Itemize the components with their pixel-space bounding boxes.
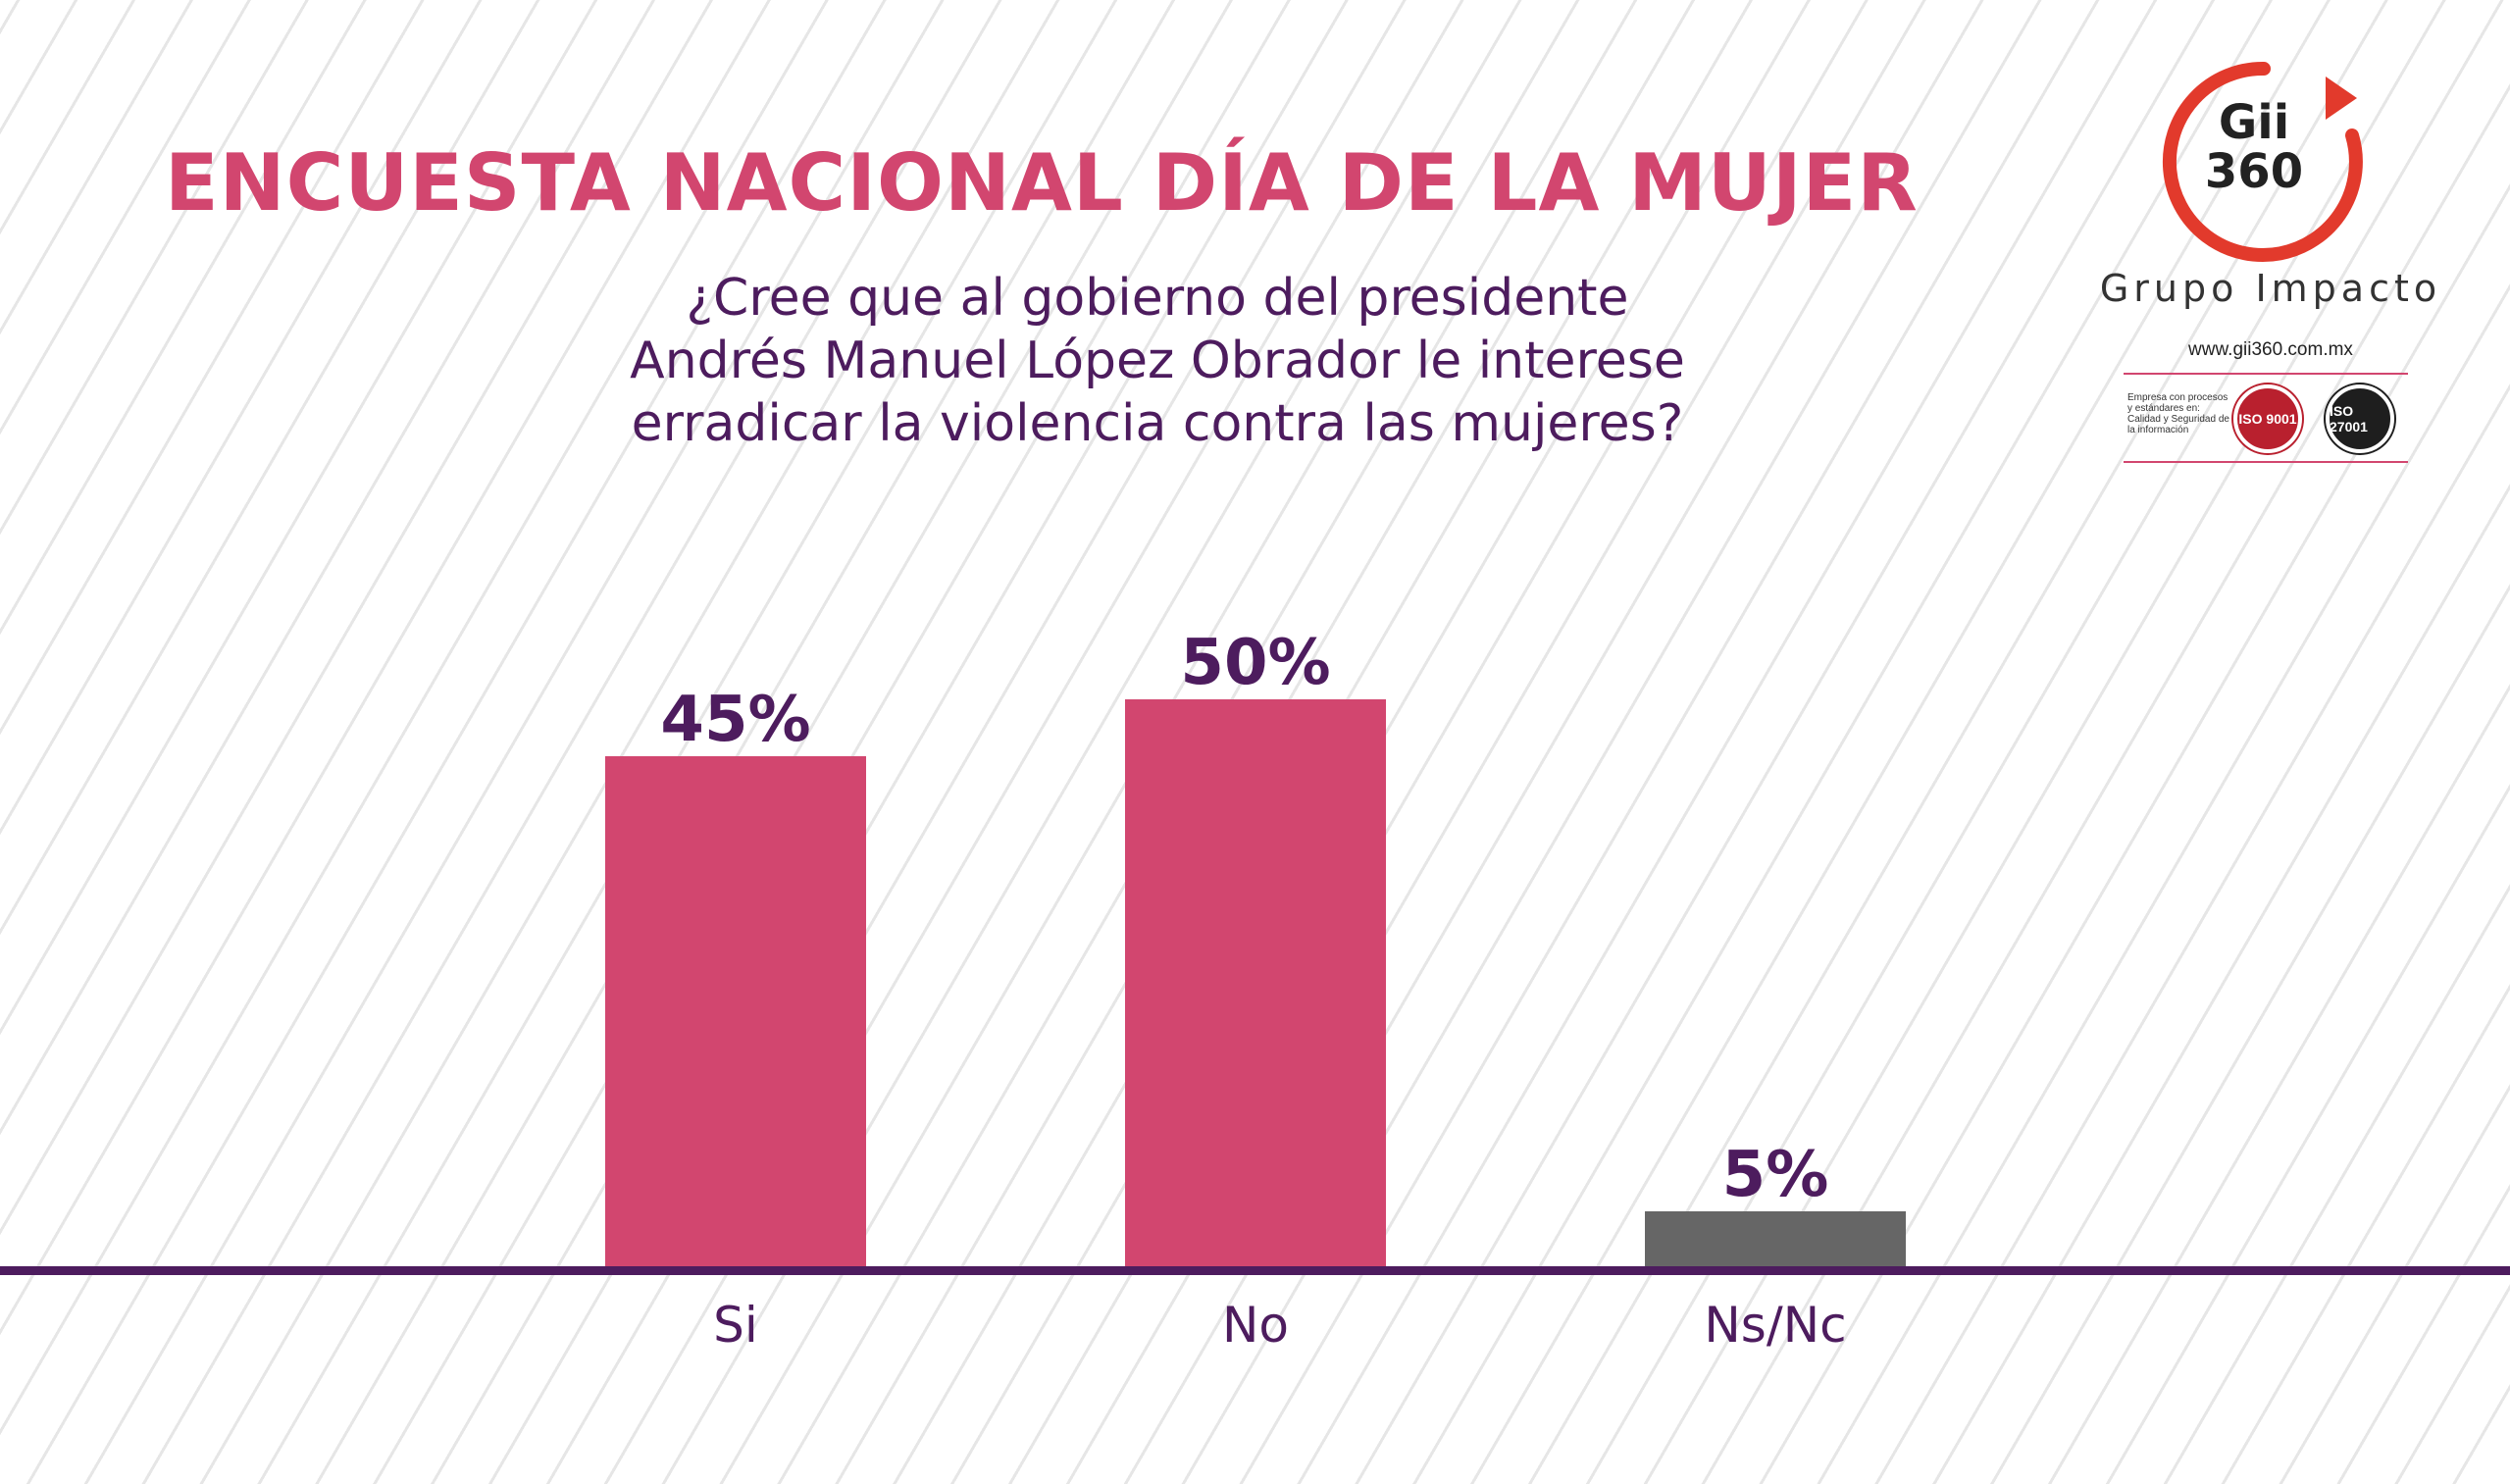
data-label-2: 5% — [1722, 1139, 1829, 1211]
question-line-2: Andrés Manuel López Obrador le interese — [630, 332, 1685, 390]
logo-mark-line-2: 360 — [2204, 144, 2304, 199]
company-logo: Gii 360 Grupo Impacto www.gii360.com.mx … — [2065, 49, 2477, 471]
iso-27001-seal: ISO 27001 — [2326, 384, 2394, 453]
category-label-2: Ns/Nc — [1704, 1297, 1846, 1354]
chart-title: ENCUESTA NACIONAL DÍA DE LA MUJER — [165, 137, 1919, 229]
category-label-0: Si — [713, 1297, 758, 1354]
question-line-3: erradicar la violencia contra las mujere… — [631, 394, 1684, 453]
survey-question: ¿Cree que al gobierno del presidente And… — [422, 267, 1893, 455]
logo-url: www.gii360.com.mx — [2188, 339, 2353, 360]
iso-9001-seal: ISO 9001 — [2233, 384, 2302, 453]
question-line-1: ¿Cree que al gobierno del presidente — [686, 269, 1629, 328]
logo-mark-line-1: Gii — [2218, 95, 2290, 150]
refresh-ring-icon — [2162, 61, 2363, 262]
x-axis-line — [0, 1266, 2510, 1275]
certification-text: Empresa con procesos y estándares en: Ca… — [2127, 392, 2229, 435]
category-label-1: No — [1222, 1297, 1289, 1354]
logo-company-name: Grupo Impacto — [2099, 267, 2442, 310]
bar-2 — [1645, 1211, 1906, 1268]
data-label-1: 50% — [1180, 627, 1330, 699]
logo-mark: Gii 360 — [2180, 98, 2328, 196]
certification-strip: Empresa con procesos y estándares en: Ca… — [2124, 373, 2408, 463]
bar-1 — [1125, 699, 1386, 1268]
bar-0 — [605, 756, 866, 1268]
data-label-0: 45% — [660, 684, 810, 756]
